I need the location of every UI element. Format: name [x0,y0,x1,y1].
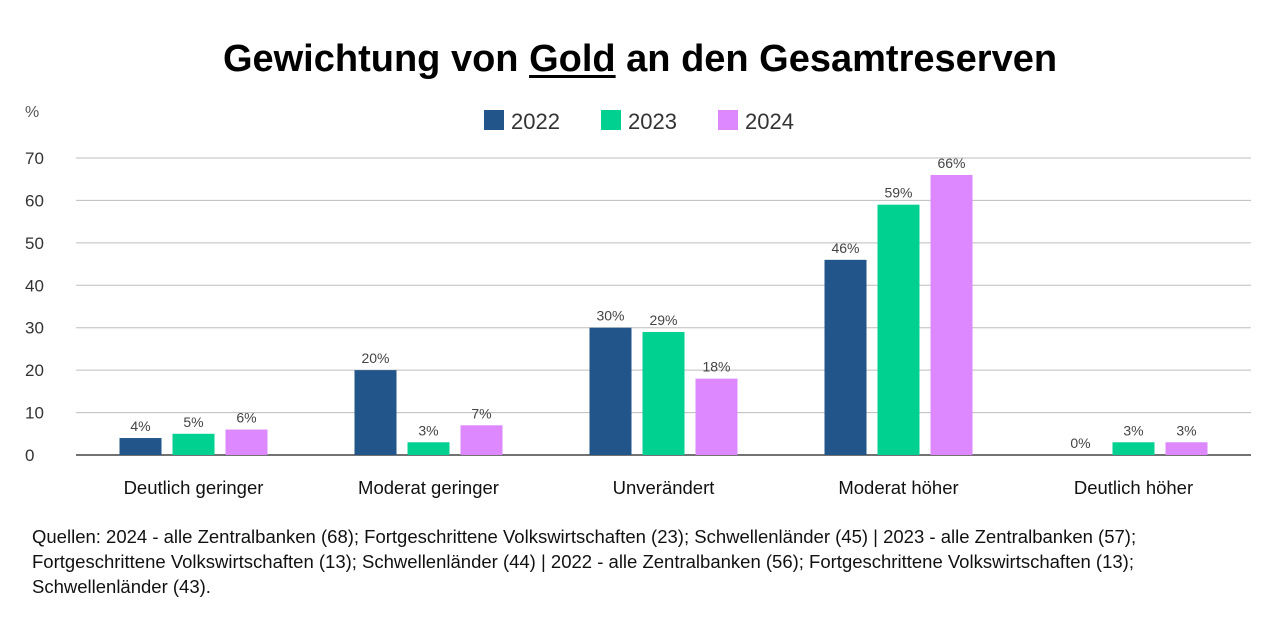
data-label: 3% [418,422,438,438]
y-tick-label: 50 [25,234,44,253]
bar-2022 [119,438,162,455]
y-tick-label: 60 [25,191,44,210]
grid-lines [76,157,1251,456]
bar-2024 [930,174,973,455]
data-label: 7% [471,405,491,421]
bar-2024 [695,378,738,455]
data-label: 3% [1123,422,1143,438]
x-category-label: Deutlich höher [1074,477,1193,498]
data-label: 59% [884,185,912,201]
legend-swatch [718,110,738,130]
legend-swatch [601,110,621,130]
bar-2023 [172,433,215,455]
data-label: 66% [937,155,965,171]
x-category-label: Unverändert [613,477,715,498]
bar-2023 [877,204,920,455]
x-category-label: Moderat geringer [358,477,499,498]
legend: 2022 2023 2024 [484,109,794,134]
data-label: 30% [596,308,624,324]
legend-label: 2023 [628,109,677,134]
data-label: 20% [361,350,389,366]
y-tick-label: 30 [25,319,44,338]
bar-2022 [354,370,397,455]
bars: 4% 5% 6% 20% 3% 7% 30% 29% 18% 46% 59% 66% 0% 3% 3% [119,155,1208,455]
title-before: Gewichtung von [222,38,530,80]
y-tick-label: 70 [25,149,44,168]
source-footnote: Quellen: 2024 - alle Zentralbanken (68);… [32,526,1137,597]
title-emphasis: Gold [529,38,616,80]
data-label: 18% [702,359,730,375]
bar-2024 [225,429,268,455]
x-category-label: Deutlich geringer [124,477,264,498]
legend-label: 2022 [511,109,560,134]
data-label: 29% [649,312,677,328]
data-label: 3% [1176,422,1196,438]
title-after: an den Gesamtreserven [615,38,1058,80]
y-tick-label: 10 [25,404,44,423]
x-axis-labels: Deutlich geringer Moderat geringer Unverän… [124,477,1194,498]
chart-title: Gewichtung von Gold an den Gesamtreserve… [0,36,1280,82]
y-tick-label: 20 [25,361,44,380]
bar-2024 [460,425,503,455]
x-category-label: Moderat höher [838,477,958,498]
data-label: 46% [831,240,859,256]
y-axis-unit: % [25,104,39,121]
data-label: 6% [236,410,256,426]
y-axis-ticks: 0 10 20 30 40 50 60 70 [25,149,44,465]
data-label: 0% [1070,435,1090,451]
legend-swatch [484,110,504,130]
bar-2023 [1112,442,1155,455]
bar-2023 [407,442,450,455]
data-label: 4% [130,418,150,434]
y-tick-label: 40 [25,276,44,295]
bar-2023 [642,331,685,455]
bar-2024 [1165,442,1208,455]
legend-label: 2024 [745,109,794,134]
y-tick-label: 0 [25,446,34,465]
bar-2022 [824,259,867,455]
data-label: 5% [183,414,203,430]
bar-2022 [589,327,632,455]
